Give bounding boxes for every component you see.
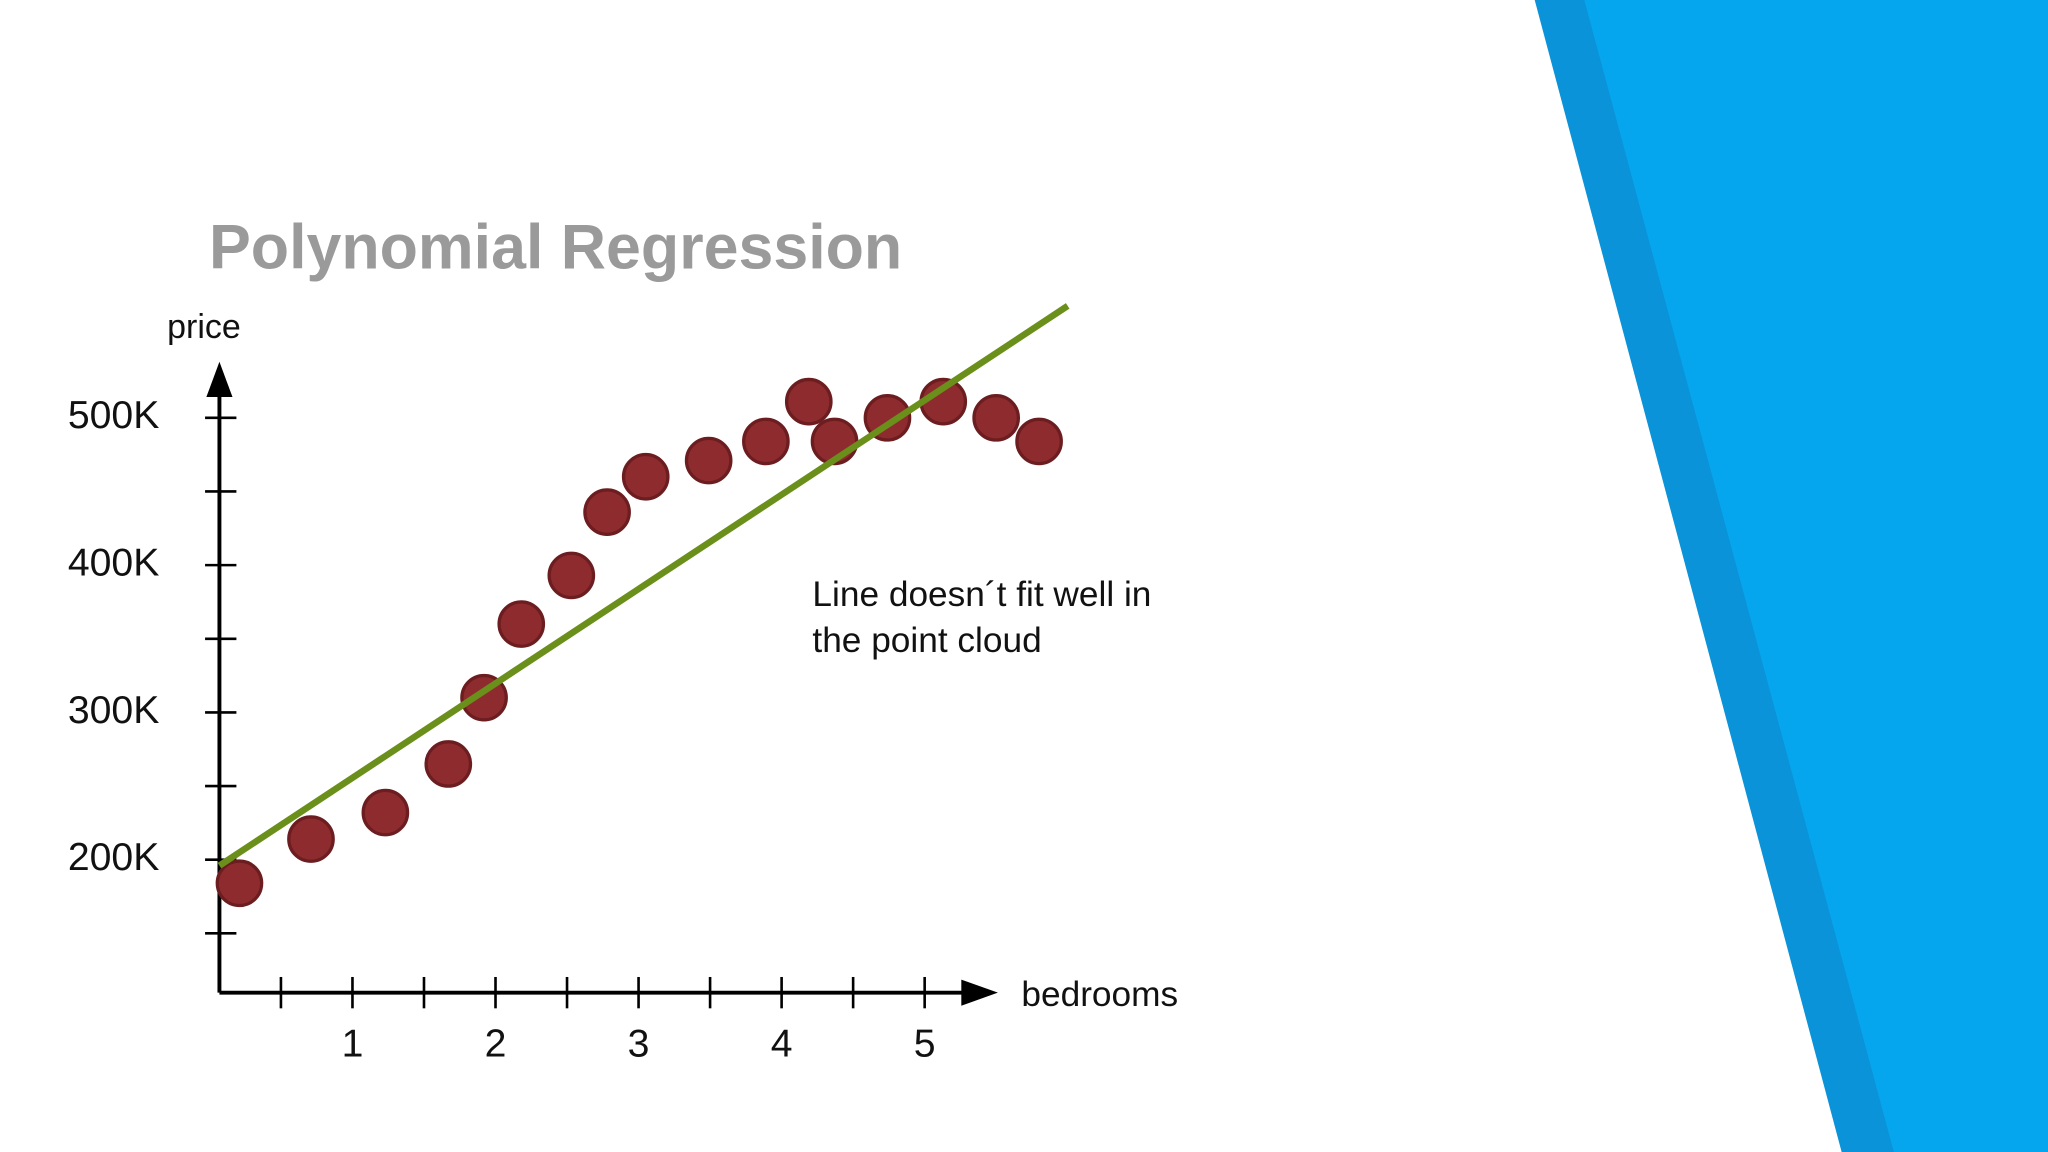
chart-title: Polynomial Regression (209, 213, 902, 283)
annotation-line: the point cloud (812, 621, 1041, 660)
data-point (784, 377, 833, 426)
x-tick-label: 1 (342, 1023, 364, 1066)
data-point (215, 859, 264, 908)
x-axis-label: bedrooms (1021, 975, 1178, 1014)
y-tick-label: 300K (68, 689, 159, 732)
data-point (1015, 417, 1063, 466)
y-axis-arrow (206, 361, 233, 398)
y-tick-label: 200K (68, 836, 159, 879)
data-point (583, 488, 631, 536)
annotation-line: Line doesn´t fit well in (812, 575, 1151, 614)
x-tick-label: 2 (485, 1023, 507, 1066)
x-tick-label: 4 (771, 1023, 793, 1066)
data-point (684, 436, 733, 485)
data-point (742, 417, 790, 466)
fit-line (217, 303, 1070, 869)
decor-band-light (1584, 0, 2048, 1152)
x-tick-label: 5 (914, 1023, 936, 1066)
data-point (424, 740, 473, 788)
data-point (361, 788, 410, 837)
data-point (972, 394, 1021, 442)
data-point (287, 815, 335, 863)
x-axis-arrow (961, 979, 998, 1006)
data-point (547, 551, 596, 600)
x-tick-label: 3 (628, 1023, 650, 1066)
data-point (621, 452, 670, 501)
y-axis-label: price (167, 308, 241, 346)
y-tick-label: 400K (68, 541, 159, 584)
y-tick-label: 500K (68, 394, 159, 437)
data-point (497, 600, 546, 648)
